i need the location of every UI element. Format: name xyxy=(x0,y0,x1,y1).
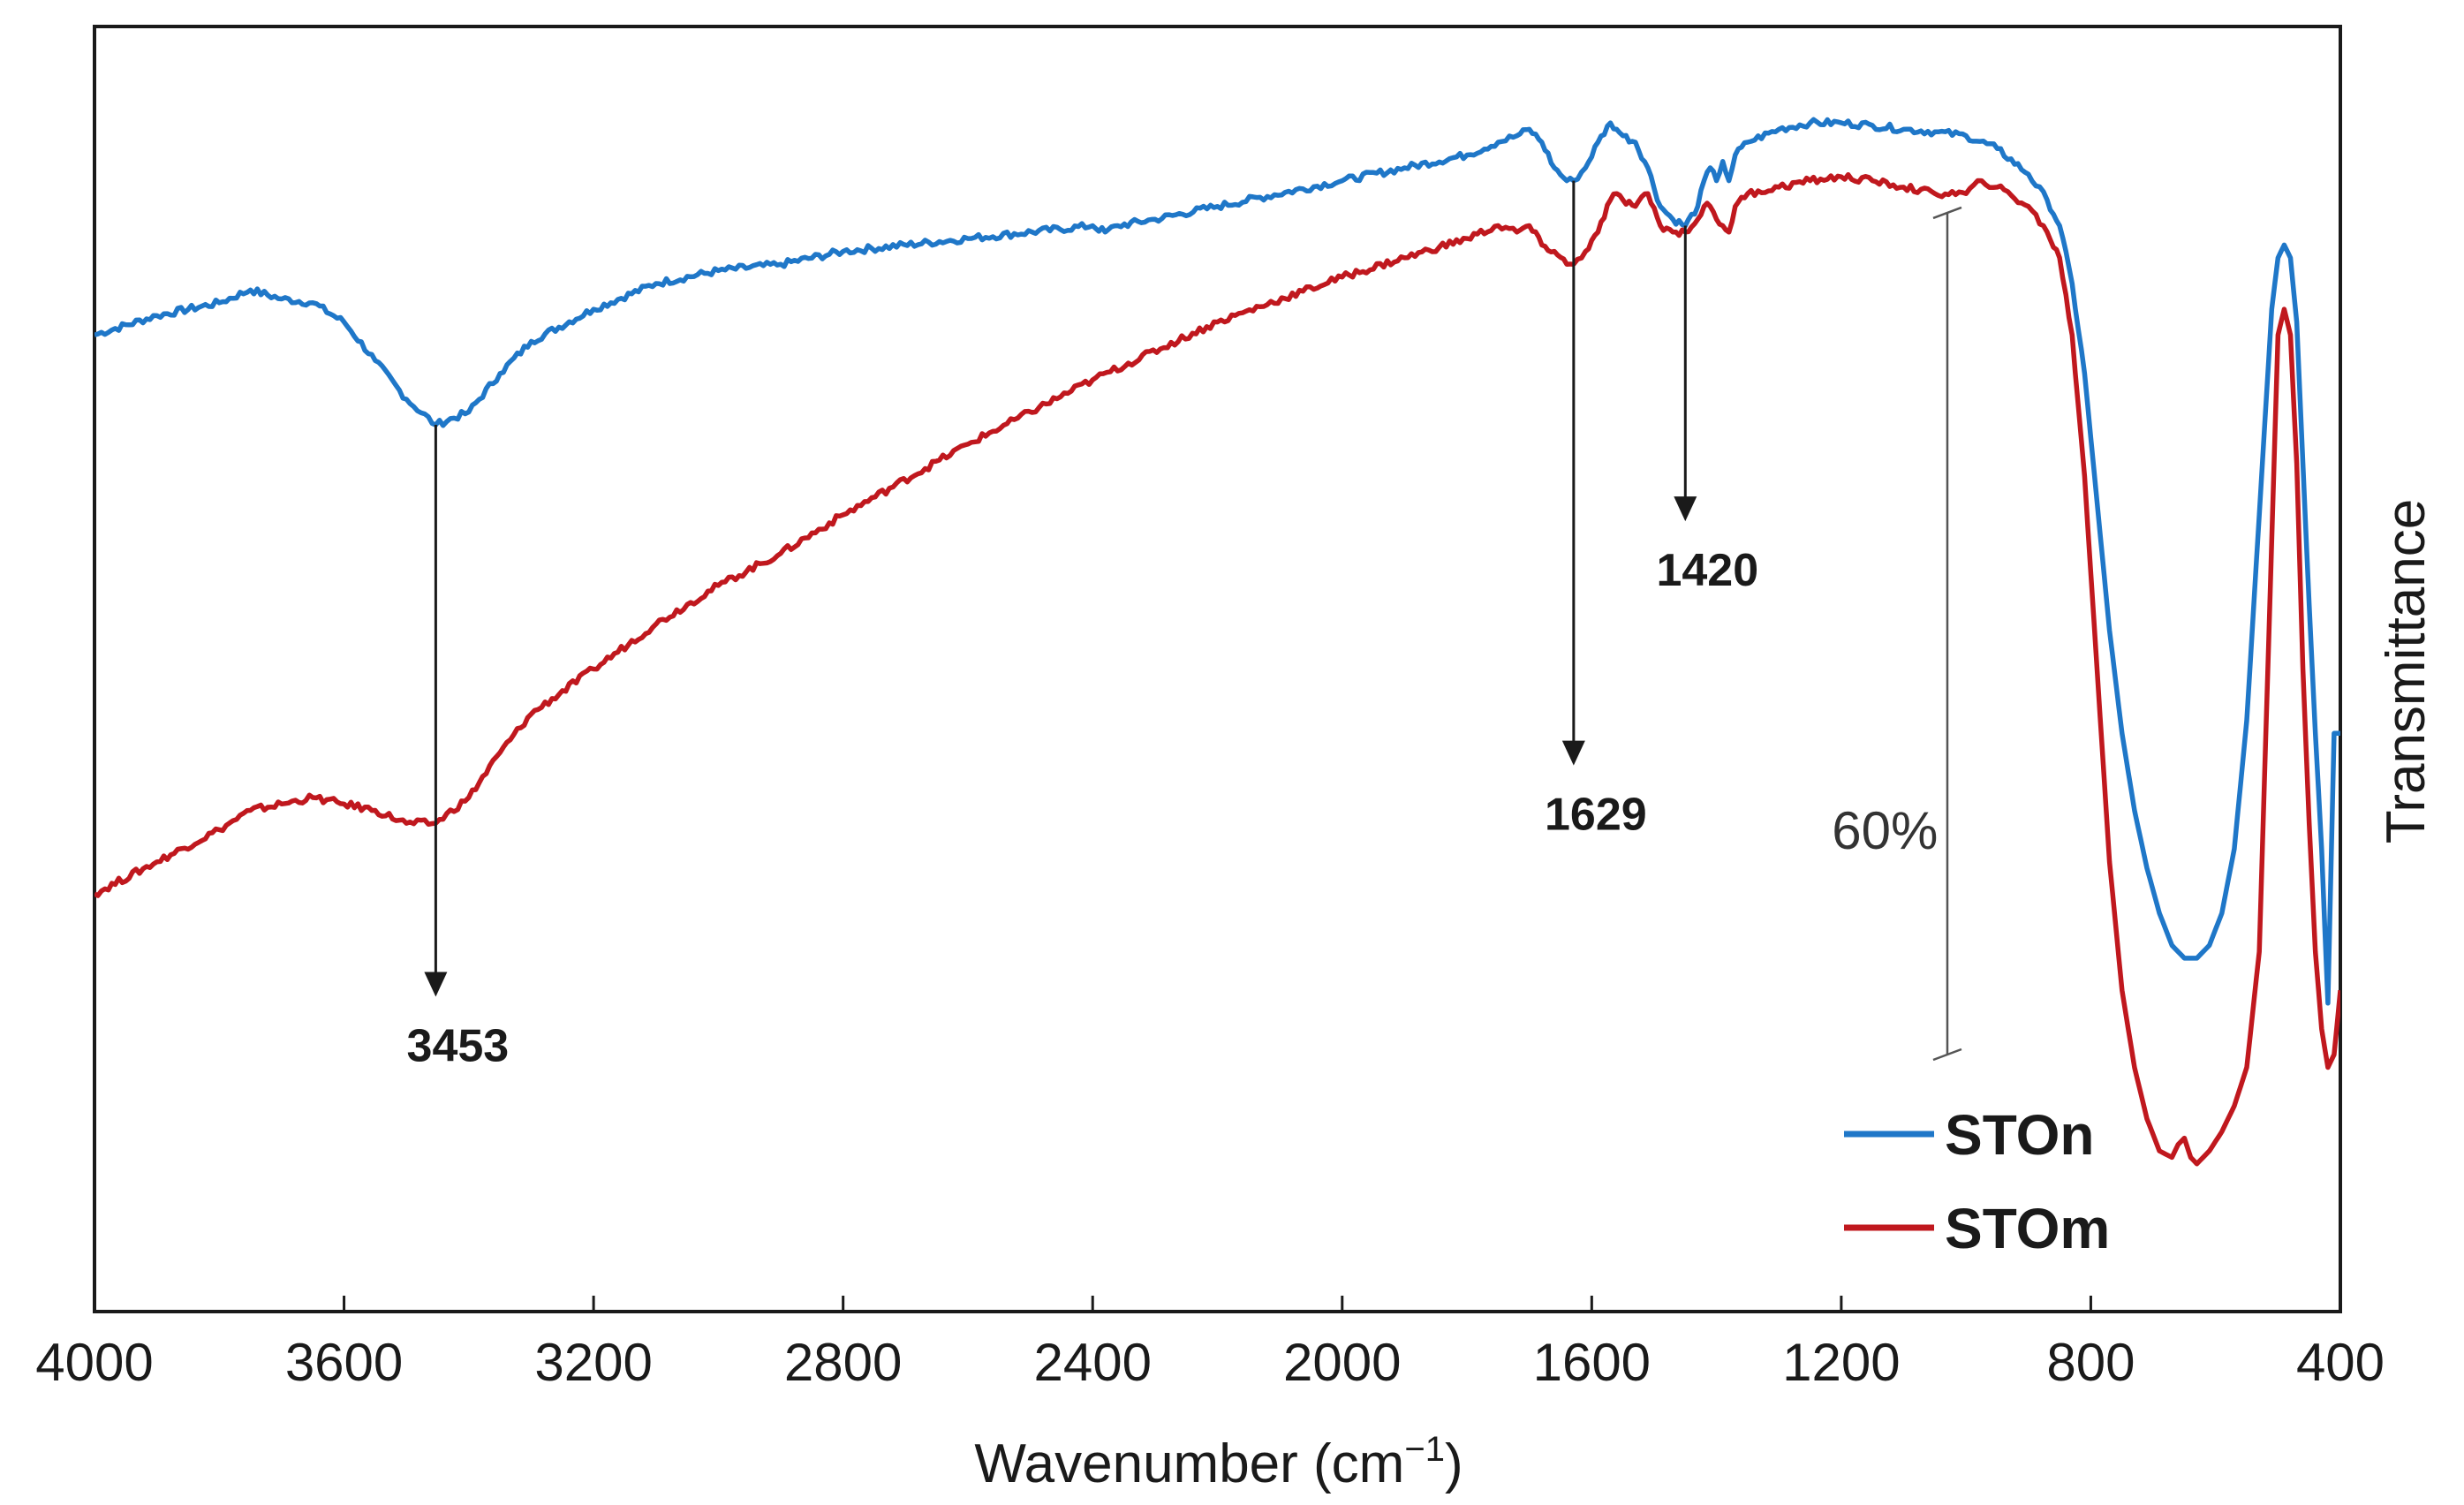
plot-frame xyxy=(93,25,2342,1313)
x-tick-label: 800 xyxy=(2046,1333,2135,1392)
series-line-stom xyxy=(94,171,2340,1167)
legend-label-ston: STOn xyxy=(1945,1103,2095,1167)
x-tick-label: 2400 xyxy=(1033,1333,1151,1392)
x-tick-label: 3600 xyxy=(285,1333,403,1392)
scale-bar-label: 60% xyxy=(1832,801,1938,860)
scale-bar-cap-bottom xyxy=(1932,1047,1962,1062)
x-tick-label: 4000 xyxy=(35,1333,153,1392)
series-layer xyxy=(94,117,2340,1167)
annotation-label-1629: 1629 xyxy=(1545,789,1647,840)
x-tick-label: 1200 xyxy=(1782,1333,1900,1392)
legend: STOn STOm xyxy=(1844,1103,2110,1260)
series-line-ston xyxy=(94,117,2340,1006)
x-tick-label: 2800 xyxy=(784,1333,902,1392)
x-tick-label: 2000 xyxy=(1283,1333,1401,1392)
x-axis-ticks: 4000 3600 3200 2800 2400 2000 1600 1200 800 400 xyxy=(35,1296,2385,1392)
annotation-arrowhead xyxy=(1561,740,1585,766)
scale-bar: 60% xyxy=(1832,206,1962,1062)
y-axis-title: Transmittance xyxy=(2376,499,2437,844)
x-tick-label: 400 xyxy=(2296,1333,2385,1392)
annotation-layer: 3453 1629 1420 xyxy=(407,180,1758,1071)
x-tick-label: 3200 xyxy=(534,1333,652,1392)
scale-bar-cap-top xyxy=(1932,206,1962,220)
x-axis-title-superscript: −1 xyxy=(1404,1430,1445,1469)
annotation-arrowhead xyxy=(1674,496,1697,522)
annotation-label-1420: 1420 xyxy=(1656,545,1758,596)
x-tick-label: 1600 xyxy=(1533,1333,1651,1392)
annotation-arrowhead xyxy=(424,972,448,997)
legend-label-stom: STOm xyxy=(1945,1197,2110,1260)
x-axis-title: Wavenumber (cm−1) xyxy=(974,1430,1463,1494)
annotation-label-3453: 3453 xyxy=(407,1020,510,1071)
